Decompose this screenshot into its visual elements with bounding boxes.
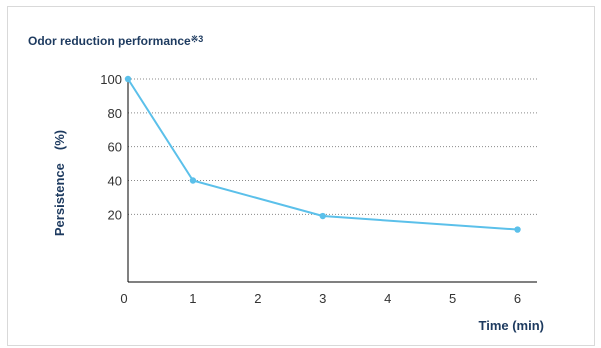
y-tick-label-60: 60 bbox=[108, 140, 122, 155]
series-line-0 bbox=[127, 78, 518, 231]
y-tick-label-80: 80 bbox=[108, 106, 122, 121]
chart-title-text: Odor reduction performance bbox=[28, 34, 191, 48]
y-tick-label-40: 40 bbox=[108, 174, 122, 189]
x-axis-title: Time (min) bbox=[479, 318, 545, 333]
y-tick-labels: 100 80 60 40 20 bbox=[100, 72, 122, 222]
chart-title-note: ※3 bbox=[190, 34, 204, 44]
x-tick-label-2: 2 bbox=[254, 291, 261, 306]
chart-title: Odor reduction performance※3 bbox=[28, 34, 203, 48]
data-point-6 bbox=[514, 226, 521, 233]
data-point-3 bbox=[319, 212, 326, 220]
x-tick-label-4: 4 bbox=[384, 291, 391, 306]
data-point-1 bbox=[189, 177, 197, 184]
y-axis-title: Persistence (%) bbox=[52, 130, 67, 236]
series-layer bbox=[124, 75, 521, 233]
x-tick-label-6: 6 bbox=[514, 291, 521, 306]
x-tick-label-1: 1 bbox=[189, 291, 196, 306]
x-tick-label-5: 5 bbox=[449, 291, 456, 306]
grid-lines bbox=[128, 78, 537, 215]
data-point-0 bbox=[124, 75, 132, 83]
x-tick-label-3: 3 bbox=[319, 291, 326, 306]
y-tick-label-20: 20 bbox=[108, 207, 122, 222]
x-tick-labels: 0 1 2 3 4 5 6 bbox=[120, 291, 521, 306]
x-tick-label-0: 0 bbox=[120, 291, 127, 306]
chart-panel bbox=[7, 6, 595, 346]
y-tick-label-100: 100 bbox=[100, 72, 122, 87]
